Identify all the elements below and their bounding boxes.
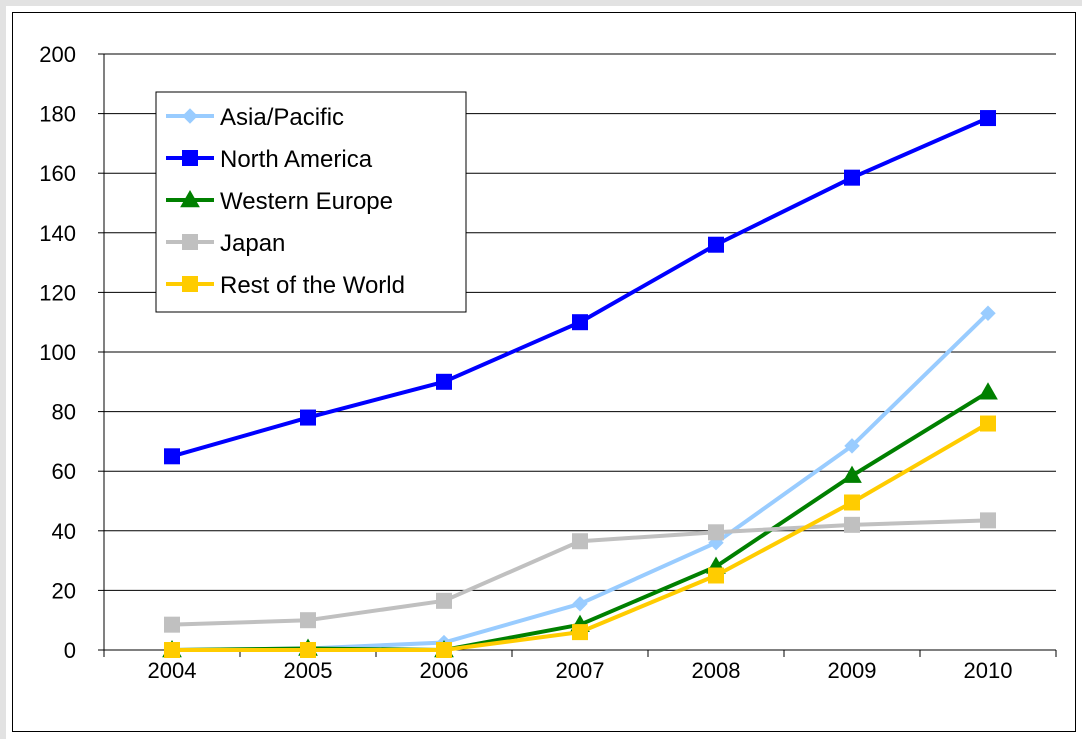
legend-item-north-america: North America	[166, 146, 373, 173]
x-tick-label: 2008	[692, 658, 741, 683]
y-tick-label: 160	[39, 161, 76, 186]
data-point	[844, 438, 860, 454]
data-point	[572, 596, 588, 612]
data-point	[708, 236, 724, 253]
data-point	[844, 169, 860, 186]
x-axis-ticks: 2004 2005 2006 2007 2008 2009 2010	[103, 650, 1057, 683]
legend-item-western-europe: Western Europe	[166, 188, 393, 215]
y-axis-ticks: 0 20 40 60 80 100 120 140 160 180 200	[39, 42, 104, 663]
y-tick-label: 80	[52, 400, 76, 425]
data-point	[300, 642, 316, 658]
series-layer	[162, 110, 998, 658]
data-point	[980, 305, 996, 321]
x-tick-label: 2005	[284, 658, 333, 683]
series-rest-of-the-world	[164, 415, 996, 658]
legend-swatch-marker	[182, 150, 198, 166]
legend-item-japan: Japan	[166, 230, 285, 257]
data-point	[436, 642, 452, 658]
legend-swatch-marker	[180, 189, 200, 208]
y-tick-label: 180	[39, 102, 76, 127]
data-point	[844, 494, 860, 511]
data-point	[572, 624, 588, 641]
y-tick-label: 40	[52, 519, 76, 544]
x-tick-label: 2004	[148, 658, 197, 683]
data-point	[978, 382, 998, 400]
series-japan	[164, 512, 996, 633]
chart-border	[12, 12, 1076, 732]
legend-item-rest-of-the-world: Rest of the World	[166, 272, 405, 299]
legend-swatch-marker	[182, 234, 198, 250]
data-point	[572, 314, 588, 331]
data-point	[708, 567, 724, 584]
data-point	[164, 448, 180, 465]
legend-label: Rest of the World	[220, 272, 405, 299]
x-tick-label: 2009	[828, 658, 877, 683]
legend: Asia/Pacific North America Western Europe J…	[155, 91, 467, 313]
data-point	[300, 612, 316, 629]
y-tick-label: 100	[39, 340, 76, 365]
data-point	[708, 524, 724, 541]
data-point	[164, 616, 180, 633]
x-tick-label: 2006	[420, 658, 469, 683]
series-north-america	[164, 110, 996, 465]
data-point	[300, 409, 316, 426]
data-point	[572, 533, 588, 550]
legend-label: Western Europe	[220, 188, 393, 215]
legend-item-asia-pacific: Asia/Pacific	[166, 104, 344, 131]
data-point	[436, 373, 452, 390]
y-tick-label: 200	[39, 42, 76, 67]
y-tick-label: 20	[52, 578, 76, 603]
data-point	[980, 512, 996, 529]
legend-label: North America	[220, 146, 373, 173]
series-asia-pacific	[164, 305, 996, 658]
data-point	[844, 516, 860, 533]
data-point	[980, 110, 996, 127]
y-tick-label: 60	[52, 459, 76, 484]
x-tick-label: 2010	[964, 658, 1013, 683]
legend-label: Japan	[220, 230, 285, 257]
x-tick-label: 2007	[556, 658, 605, 683]
data-point	[842, 465, 862, 483]
y-tick-label: 140	[39, 221, 76, 246]
data-point	[980, 415, 996, 432]
data-point	[436, 592, 452, 609]
data-point	[164, 642, 180, 658]
y-tick-label: 120	[39, 280, 76, 305]
legend-swatch-marker	[182, 276, 198, 292]
legend-swatch-marker	[182, 108, 198, 124]
y-tick-label: 0	[64, 638, 76, 663]
legend-label: Asia/Pacific	[220, 104, 344, 131]
